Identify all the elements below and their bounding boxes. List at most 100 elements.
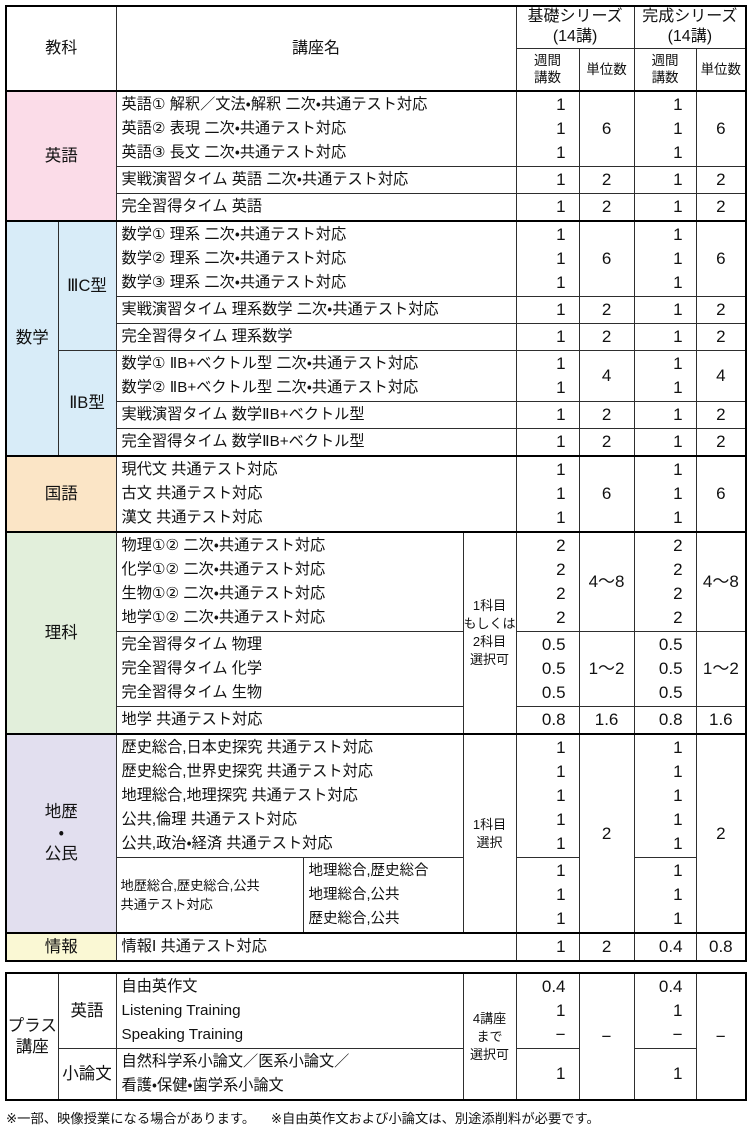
weekly-cell: 1 1 1	[633, 90, 697, 167]
course-cell: 実戦演習タイム 英語 二次・共通テスト対応	[115, 166, 517, 194]
weekly-cell: 0.5 0.5 0.5	[515, 631, 580, 707]
weekly-cell: 1 1 1	[633, 455, 697, 533]
units-cell: 2	[578, 401, 635, 429]
weekly-cell: 1 1 1	[515, 857, 580, 934]
science-selection-note: 1科目 もしくは 2科目 選択可	[462, 531, 517, 735]
weekly-cell: 1	[633, 296, 697, 324]
weekly-cell: 1	[633, 1048, 697, 1101]
kansei-weekly-header: 週間 講数	[633, 47, 697, 92]
footnote: ※一部、映像授業になる場合があります。	[6, 1111, 256, 1126]
weekly-cell: 1	[515, 296, 580, 324]
combo-course-cell: 地歴総合,歴史総合,公共 共通テスト対応	[115, 857, 304, 934]
weekly-cell: 1	[515, 401, 580, 429]
units-cell: 2	[578, 932, 635, 962]
units-cell: 6	[695, 90, 747, 167]
plus-english-label: 英語	[57, 972, 117, 1049]
units-cell: 6	[695, 455, 747, 533]
weekly-cell: 0.4 1 −	[633, 972, 697, 1049]
units-cell: 1～2	[578, 631, 635, 707]
kiso-units-header: 単位数	[578, 47, 635, 92]
weekly-cell: 1	[515, 323, 580, 351]
course-cell: 実戦演習タイム 理系数学 二次・共通テスト対応	[115, 296, 517, 324]
course-cell: 地学 共通テスト対応	[115, 706, 464, 735]
course-cell: 現代文 共通テスト対応 古文 共通テスト対応 漢文 共通テスト対応	[115, 455, 517, 533]
course-cell: 完全習得タイム 物理 完全習得タイム 化学 完全習得タイム 生物	[115, 631, 464, 707]
units-cell: 2	[578, 323, 635, 351]
weekly-cell: 1	[633, 193, 697, 222]
weekly-cell: 1 1 1	[515, 90, 580, 167]
subject-label-kokugo: 国語	[5, 455, 117, 533]
combo-options-cell: 地理総合,歴史総合 地理総合,公共 歴史総合,公共	[302, 857, 464, 934]
math-type-iib: ⅡB型	[57, 350, 117, 457]
course-cell: 英語① 解釈／文法・解釈 二次・共通テスト対応 英語② 表現 二次・共通テスト対…	[115, 90, 517, 167]
plus-shoronbun-label: 小論文	[57, 1048, 117, 1101]
weekly-cell: 1	[633, 323, 697, 351]
weekly-cell: 0.5 0.5 0.5	[633, 631, 697, 707]
subject-label-info: 情報	[5, 932, 117, 962]
weekly-cell: 2 2 2 2	[515, 531, 580, 632]
course-cell: 数学① 理系 二次・共通テスト対応 数学② 理系 二次・共通テスト対応 数学③ …	[115, 220, 517, 297]
weekly-cell: 1 1 1	[633, 857, 697, 934]
units-cell: 1.6	[695, 706, 747, 735]
subject-column-header: 教科	[5, 5, 117, 92]
weekly-cell: 1 1 1 1 1	[515, 733, 580, 858]
weekly-cell: 0.4	[633, 932, 697, 962]
weekly-cell: 1	[515, 1048, 580, 1101]
footnote: ※自由英作文および小論文は、別途添削料が必要です。	[270, 1111, 600, 1126]
kiso-weekly-header: 週間 講数	[515, 47, 580, 92]
math-type-iiic: ⅢC型	[57, 220, 117, 351]
units-cell: 6	[578, 90, 635, 167]
units-cell: 2	[578, 428, 635, 457]
chireki-selection-note: 1科目 選択	[462, 733, 517, 934]
weekly-cell: 1	[515, 166, 580, 194]
course-cell: 歴史総合,日本史探究 共通テスト対応 歴史総合,世界史探究 共通テスト対応 地理…	[115, 733, 464, 858]
units-cell: 6	[578, 455, 635, 533]
units-cell: 2	[695, 193, 747, 222]
kiso-series-header: 基礎シリーズ (14講)	[515, 5, 635, 49]
weekly-cell: 1	[515, 428, 580, 457]
course-cell: 自由英作文 Listening Training Speaking Traini…	[115, 972, 464, 1049]
course-cell: 実戦演習タイム 数学ⅡB+ベクトル型	[115, 401, 517, 429]
units-cell: 4～8	[695, 531, 747, 632]
units-cell: 2	[578, 733, 635, 934]
units-cell: 2	[578, 193, 635, 222]
weekly-cell: 0.8	[633, 706, 697, 735]
weekly-cell: 0.8	[515, 706, 580, 735]
units-cell: 4～8	[578, 531, 635, 632]
units-cell: 4	[695, 350, 747, 402]
subject-label-math: 数学	[5, 220, 59, 457]
units-cell: 6	[578, 220, 635, 297]
units-cell: 2	[695, 323, 747, 351]
kansei-series-header: 完成シリーズ (14講)	[633, 5, 747, 49]
units-cell: 1.6	[578, 706, 635, 735]
units-cell: −	[578, 972, 635, 1101]
units-cell: 4	[578, 350, 635, 402]
course-cell: 物理①② 二次・共通テスト対応 化学①② 二次・共通テスト対応 生物①② 二次・…	[115, 531, 464, 632]
course-cell: 自然科学系小論文／医系小論文／ 看護・保健・歯学系小論文	[115, 1048, 464, 1101]
weekly-cell: 1	[633, 166, 697, 194]
units-cell: 2	[578, 296, 635, 324]
weekly-cell: 1	[515, 932, 580, 962]
weekly-cell: 1 1 1 1 1	[633, 733, 697, 858]
course-cell: 数学① ⅡB+ベクトル型 二次・共通テスト対応 数学② ⅡB+ベクトル型 二次・…	[115, 350, 517, 402]
weekly-cell: 1 1 1	[633, 220, 697, 297]
subject-label-plus: プラス 講座	[5, 972, 59, 1101]
units-cell: 1～2	[695, 631, 747, 707]
footnotes: ※一部、映像授業になる場合があります。 ※自由英作文および小論文は、別途添削料が…	[5, 1108, 745, 1127]
weekly-cell: 1	[515, 193, 580, 222]
weekly-cell: 0.4 1 −	[515, 972, 580, 1049]
units-cell: 2	[695, 428, 747, 457]
weekly-cell: 1	[633, 401, 697, 429]
subject-label-science: 理科	[5, 531, 117, 735]
subject-label-chireki: 地歴 ・ 公民	[5, 733, 117, 934]
kansei-units-header: 単位数	[695, 47, 747, 92]
course-name-column-header: 講座名	[115, 5, 517, 92]
units-cell: 2	[695, 166, 747, 194]
weekly-cell: 2 2 2 2	[633, 531, 697, 632]
plus-course-table: プラス 講座 英語 自由英作文 Listening Training Speak…	[5, 972, 747, 1101]
weekly-cell: 1	[633, 428, 697, 457]
weekly-cell: 1 1	[633, 350, 697, 402]
units-cell: 6	[695, 220, 747, 297]
units-cell: 2	[695, 733, 747, 934]
weekly-cell: 1 1 1	[515, 455, 580, 533]
